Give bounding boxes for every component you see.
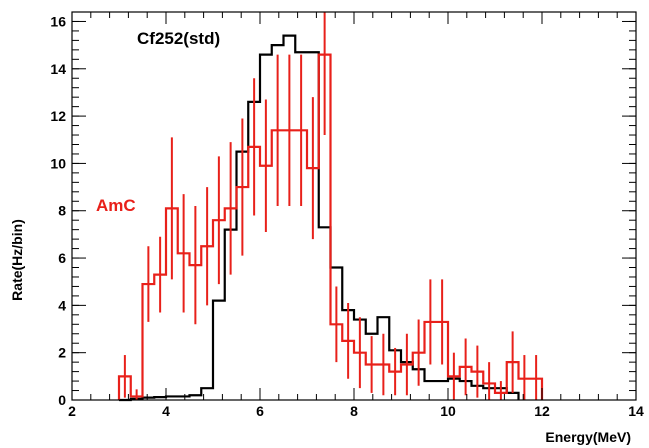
x-tick-label: 12: [534, 403, 550, 419]
x-tick-label: 6: [256, 403, 264, 419]
series-layer: [117, 12, 544, 402]
series-line-0: [119, 34, 520, 402]
y-tick-label: 8: [58, 203, 66, 219]
x-tick-label: 10: [440, 403, 456, 419]
annotation-amc: AmC: [96, 196, 136, 215]
y-tick-label: 12: [50, 108, 66, 124]
y-tick-label: 2: [58, 345, 66, 361]
x-axis-label: Energy(MeV): [545, 429, 631, 445]
x-tick-label: 14: [628, 403, 644, 419]
x-tick-label: 8: [350, 403, 358, 419]
x-tick-label: 2: [68, 403, 76, 419]
y-tick-label: 14: [50, 61, 66, 77]
annotation-cf252: Cf252(std): [137, 29, 220, 48]
x-tick-label: 4: [162, 403, 170, 419]
y-tick-label: 10: [50, 155, 66, 171]
y-tick-label: 4: [58, 297, 66, 313]
y-tick-label: 6: [58, 250, 66, 266]
y-tick-label: 16: [50, 13, 66, 29]
series-line-1: [117, 53, 544, 400]
y-axis-label: Rate(Hz/bin): [9, 219, 25, 301]
y-tick-label: 0: [58, 392, 66, 408]
